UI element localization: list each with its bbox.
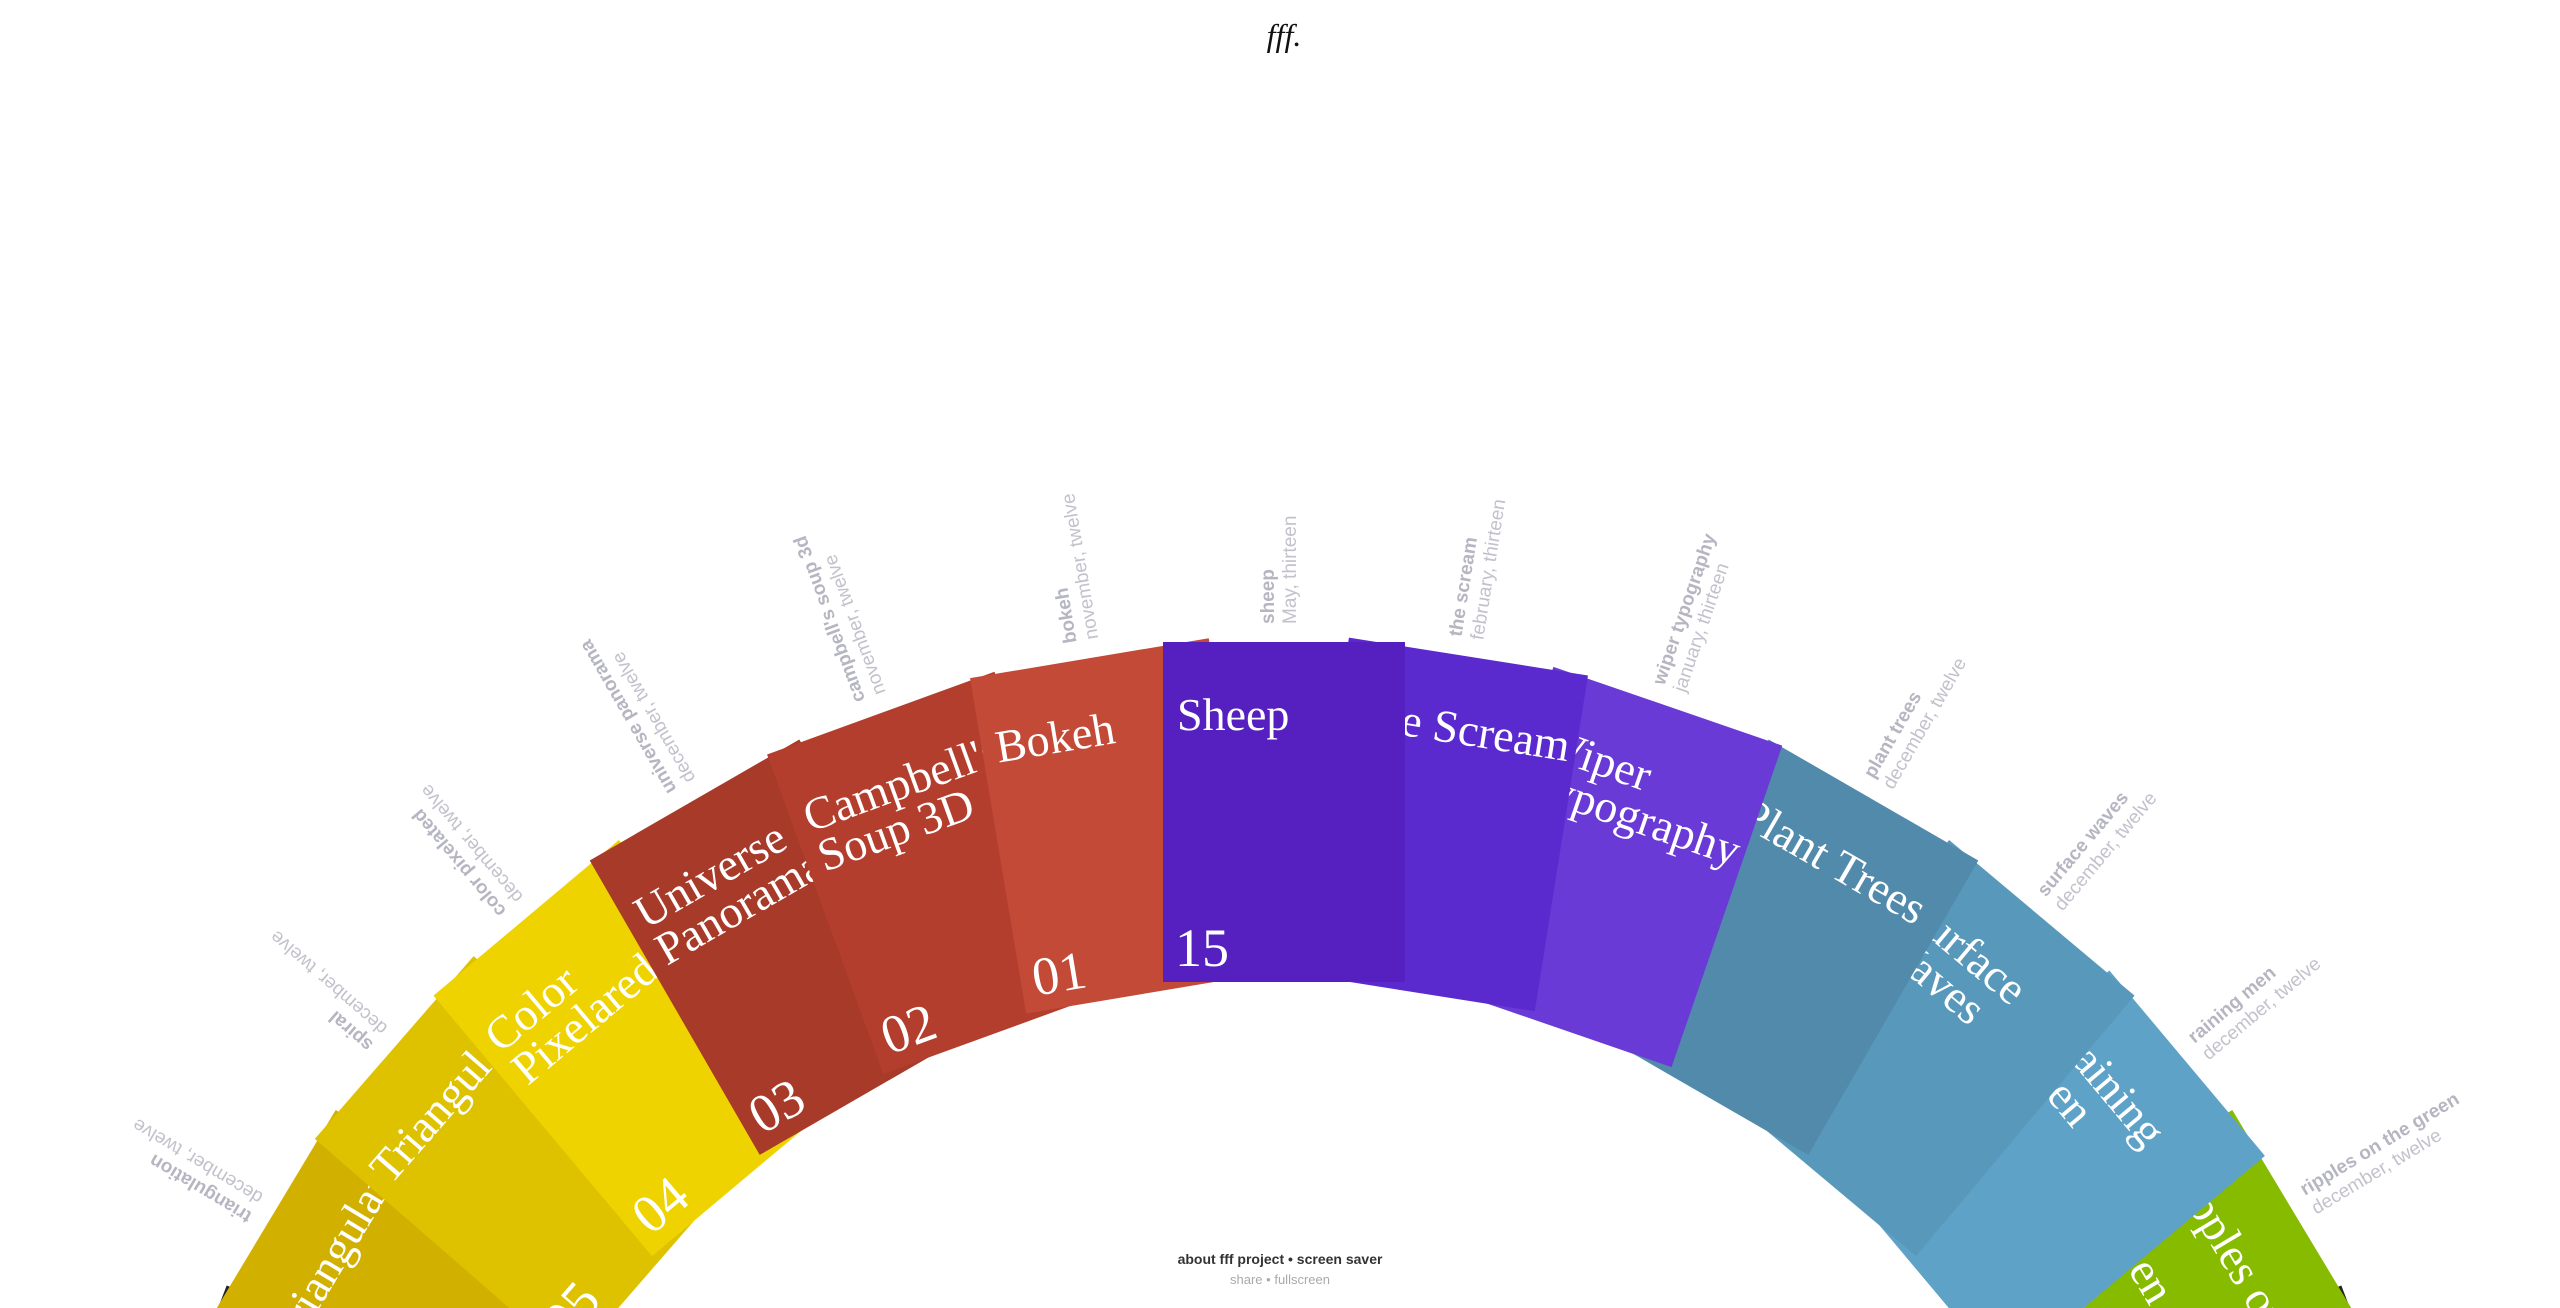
footer-link[interactable]: fullscreen bbox=[1274, 1272, 1330, 1287]
footer-secondary: share • fullscreen bbox=[1230, 1272, 1330, 1287]
card-number: 01 bbox=[1027, 939, 1090, 1007]
card-face bbox=[1940, 1110, 2357, 1308]
card-face bbox=[1730, 840, 2135, 1257]
card-face bbox=[433, 840, 838, 1257]
card-face bbox=[1163, 642, 1405, 982]
footer-separator: • bbox=[1288, 1251, 1293, 1267]
card-number: 15 bbox=[1175, 918, 1229, 978]
card[interactable]: Sheep 15 sheep May, thirteen bbox=[1163, 516, 1405, 982]
footer-primary: about fff project • screen saver bbox=[1178, 1251, 1383, 1267]
card-face bbox=[211, 1110, 628, 1308]
caption-date: May, thirteen bbox=[1280, 516, 1301, 624]
card-title-line: Sheep bbox=[1177, 689, 1289, 740]
logo[interactable]: fff. bbox=[1267, 17, 1302, 53]
footer-separator: • bbox=[1266, 1272, 1271, 1287]
card-fan: flip clockdecember, twelveTriangulationt… bbox=[129, 492, 2463, 1308]
card-face bbox=[1848, 970, 2265, 1308]
card-face bbox=[589, 739, 970, 1155]
footer-link[interactable]: screen saver bbox=[1297, 1251, 1383, 1267]
card-title: Sheep bbox=[1177, 689, 1289, 740]
footer-link[interactable]: share bbox=[1230, 1272, 1263, 1287]
footer-link[interactable]: about fff project bbox=[1178, 1251, 1285, 1267]
card-face bbox=[1598, 739, 1979, 1155]
caption-name: sheep bbox=[1258, 569, 1279, 624]
card-face bbox=[314, 956, 731, 1308]
